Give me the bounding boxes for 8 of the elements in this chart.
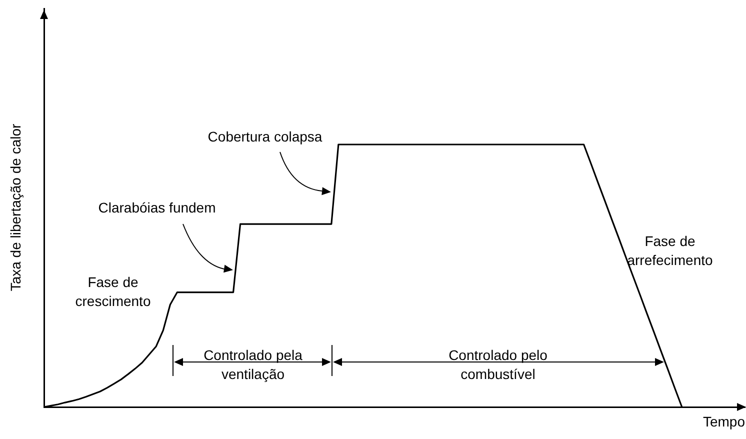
x-axis-title: Tempo [702, 413, 746, 430]
annotation: Cobertura colapsa [208, 128, 322, 146]
annotation: Controlado pela ventilação [204, 346, 302, 384]
annotation: Clarabóias fundem [98, 198, 216, 218]
annotation: Fase de crescimento [75, 273, 151, 311]
annotation: Fase de arrefecimento [627, 232, 713, 270]
y-axis-title: Taxa de libertação de calor [7, 124, 24, 292]
annotation: Controlado pelo combustível [448, 346, 548, 384]
